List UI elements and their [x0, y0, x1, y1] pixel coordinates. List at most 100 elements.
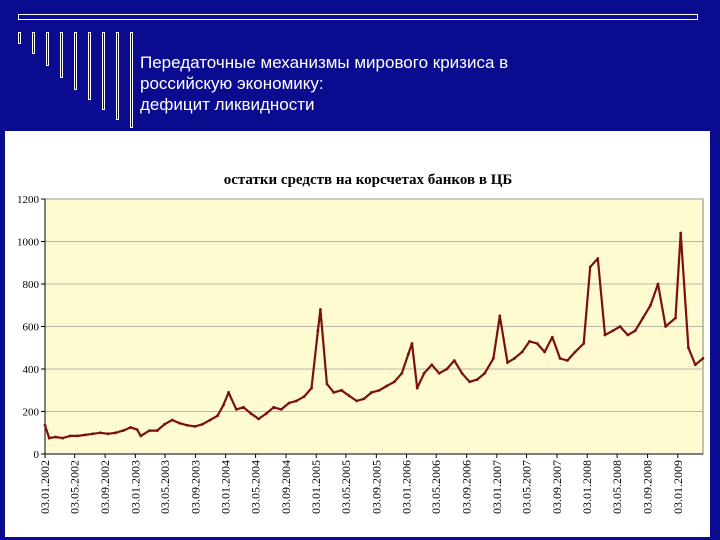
data-point — [377, 388, 381, 392]
data-point — [445, 367, 449, 371]
decorative-bar — [116, 32, 119, 120]
x-tick-label: 03.01.2004 — [219, 460, 233, 514]
x-tick-label: 03.05.2004 — [249, 460, 263, 514]
data-point — [701, 357, 705, 360]
decorative-bar — [60, 32, 63, 78]
data-point — [693, 363, 697, 367]
data-point — [249, 412, 253, 415]
series-layer — [43, 231, 705, 440]
data-point — [573, 350, 577, 354]
data-point — [679, 231, 683, 235]
x-tick-label: 03.05.2003 — [158, 460, 172, 514]
x-tick-label: 03.09.2005 — [369, 460, 383, 514]
slide-title-line: Передаточные механизмы мирового кризиса … — [140, 53, 509, 72]
x-tick-label: 03.01.2006 — [400, 460, 414, 514]
data-point — [437, 371, 441, 375]
data-point — [649, 303, 652, 307]
data-point — [43, 423, 47, 427]
data-point — [460, 371, 464, 375]
data-point — [319, 308, 322, 311]
data-point — [216, 414, 219, 418]
data-point — [287, 401, 291, 405]
data-point — [201, 422, 204, 426]
data-point — [535, 342, 539, 345]
data-point — [295, 399, 298, 403]
data-point — [242, 405, 245, 409]
x-tick-label: 03.01.2002 — [38, 460, 52, 514]
decorative-bars — [18, 32, 138, 142]
x-tick-label: 03.01.2008 — [580, 460, 594, 514]
x-tick-label: 03.09.2002 — [98, 460, 112, 514]
data-point — [633, 329, 637, 333]
data-point — [170, 418, 174, 422]
data-point — [129, 426, 132, 429]
data-point — [83, 433, 87, 437]
decorative-bar — [32, 32, 35, 54]
data-point — [674, 316, 677, 320]
data-point — [325, 382, 329, 386]
data-point — [332, 391, 336, 394]
decorative-bar — [74, 32, 77, 90]
y-tick-label: 600 — [23, 322, 40, 334]
data-point — [208, 418, 212, 422]
chart-panel: остатки средств на корсчетах банков в ЦБ… — [5, 131, 710, 537]
data-point — [370, 391, 373, 394]
data-point — [415, 386, 419, 390]
data-point — [61, 436, 64, 440]
data-point — [566, 359, 569, 362]
data-point — [483, 371, 487, 375]
x-tick-label: 03.01.2007 — [490, 460, 504, 514]
y-tick-label: 400 — [23, 364, 40, 376]
data-point — [68, 434, 72, 438]
data-point — [582, 342, 586, 345]
data-point — [430, 363, 434, 367]
data-point — [475, 378, 479, 381]
slide-title: Передаточные механизмы мирового кризиса … — [140, 52, 610, 115]
data-point — [596, 257, 600, 260]
data-point — [47, 436, 51, 440]
decorative-bar — [46, 32, 49, 66]
y-tick-label: 800 — [23, 279, 40, 291]
data-point — [362, 397, 366, 401]
x-tick-label: 03.05.2006 — [429, 460, 443, 514]
slide-title-line: дефицит ликвидности — [140, 95, 315, 114]
data-point — [193, 425, 197, 428]
chart-title: остатки средств на корсчетах банков в ЦБ — [224, 172, 513, 188]
data-point — [528, 340, 531, 343]
data-point — [54, 435, 57, 439]
x-tick-label: 03.01.2005 — [309, 460, 323, 514]
data-point — [656, 282, 660, 286]
data-point — [406, 352, 410, 356]
data-point — [310, 386, 313, 390]
slide-title-line: российскую экономику: — [140, 74, 324, 93]
data-point — [148, 429, 151, 432]
x-tick-label: 03.01.2009 — [671, 460, 685, 514]
decorative-bar — [88, 32, 91, 100]
data-point — [257, 417, 260, 421]
x-tick-label: 03.09.2003 — [188, 460, 202, 514]
data-point — [492, 357, 495, 360]
data-point — [543, 350, 546, 354]
data-point — [340, 388, 343, 392]
data-point — [588, 265, 592, 269]
data-point — [139, 434, 143, 438]
x-tick-label: 03.09.2006 — [460, 460, 474, 514]
data-point — [385, 384, 389, 388]
data-point — [687, 346, 690, 350]
decorative-bar — [102, 32, 105, 110]
decorative-bar — [130, 32, 133, 128]
data-point — [355, 399, 358, 403]
x-tick-label: 03.01.2003 — [128, 460, 142, 514]
data-point — [222, 403, 225, 407]
data-point — [603, 333, 607, 337]
x-tick-label: 03.05.2007 — [520, 460, 534, 514]
x-tick-label: 03.09.2004 — [279, 460, 293, 514]
y-tick-label: 200 — [23, 407, 40, 419]
y-tick-label: 0 — [34, 449, 40, 461]
data-point — [452, 359, 456, 362]
x-tick-label: 03.05.2005 — [339, 460, 353, 514]
data-point — [468, 380, 471, 384]
y-axis: 0 200 400 600 800 1000 1200 — [17, 194, 46, 461]
data-point — [302, 395, 306, 398]
data-point — [513, 357, 516, 360]
